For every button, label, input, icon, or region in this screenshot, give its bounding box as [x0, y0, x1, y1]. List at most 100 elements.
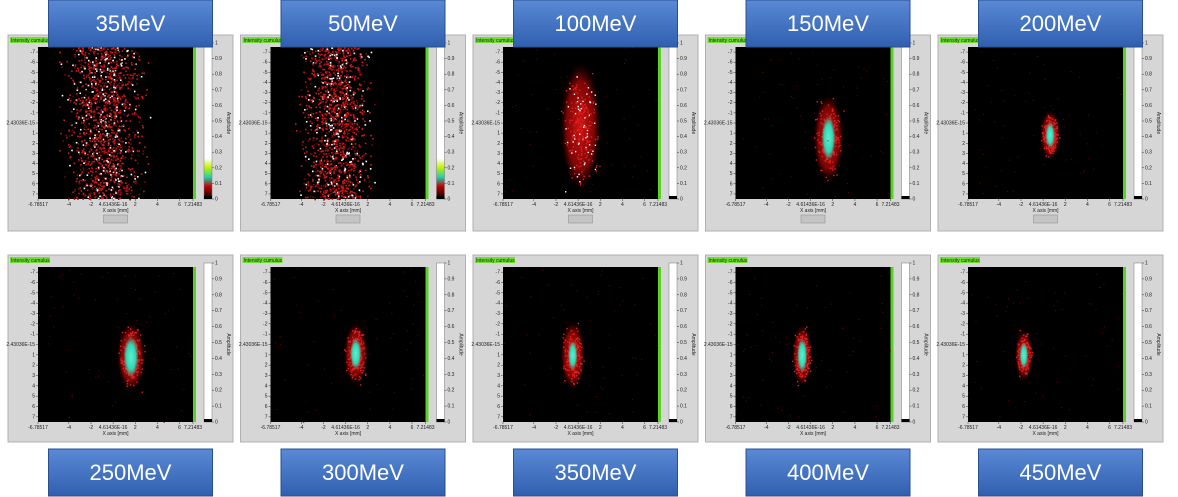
speckle — [361, 365, 362, 366]
speckle — [99, 62, 101, 64]
speckle — [987, 85, 988, 86]
speckle — [587, 136, 588, 137]
speckle — [1058, 99, 1059, 100]
speckle — [123, 106, 125, 108]
speckle — [306, 108, 308, 110]
speckle — [120, 78, 122, 80]
speckle — [117, 101, 119, 103]
speckle — [331, 144, 333, 146]
speckle — [588, 116, 589, 117]
speckle — [576, 338, 577, 339]
speckle — [104, 168, 106, 170]
speckle — [319, 63, 321, 65]
speckle — [118, 190, 120, 192]
speckle — [77, 112, 79, 114]
speckle — [81, 171, 83, 173]
speckle — [111, 189, 113, 191]
speckle — [411, 388, 412, 389]
speckle — [364, 179, 366, 181]
speckle — [85, 62, 87, 64]
colorbar-tick-label: 0.4 — [1145, 134, 1152, 140]
speckle — [189, 353, 190, 354]
speckle — [334, 316, 335, 317]
speckle — [328, 65, 330, 67]
speckle — [107, 68, 109, 70]
speckle — [359, 181, 361, 183]
speckle — [140, 334, 141, 335]
speckle — [344, 75, 346, 77]
speckle — [411, 269, 412, 270]
speckle — [142, 72, 144, 74]
speckle — [346, 153, 348, 155]
speckle — [99, 162, 101, 164]
speckle — [331, 183, 333, 185]
speckle — [834, 123, 835, 124]
colorbar-tick-label: 0.8 — [448, 292, 455, 298]
speckle — [350, 90, 352, 92]
speckle — [360, 111, 362, 113]
speckle — [578, 372, 579, 373]
speckle — [335, 91, 337, 93]
speckle — [111, 123, 113, 125]
speckle — [871, 156, 872, 157]
speckle — [359, 71, 361, 73]
speckle — [584, 125, 585, 126]
speckle — [115, 108, 117, 110]
speckle — [84, 54, 86, 56]
speckle — [1046, 120, 1047, 121]
speckle — [316, 60, 318, 62]
speckle — [91, 87, 93, 89]
speckle — [333, 180, 335, 182]
speckle — [616, 89, 617, 90]
speckle — [71, 395, 72, 396]
speckle — [112, 174, 114, 176]
speckle — [585, 148, 586, 149]
speckle — [344, 167, 346, 169]
speckle — [96, 153, 98, 155]
speckle — [370, 168, 372, 170]
speckle — [135, 289, 136, 290]
speckle — [1030, 72, 1031, 73]
y-tick-label: -3 — [263, 311, 268, 317]
speckle — [343, 185, 345, 187]
x-tick-label: -4 — [67, 202, 72, 208]
speckle — [115, 179, 117, 181]
speckle — [781, 84, 782, 85]
x-tick-label: -2 — [89, 425, 94, 431]
speckle — [105, 135, 107, 137]
speckle — [141, 173, 143, 175]
speckle — [1033, 100, 1034, 101]
speckle — [335, 51, 337, 53]
speckle — [1057, 138, 1058, 139]
speckle — [423, 375, 424, 376]
speckle — [114, 91, 116, 93]
speckle — [311, 165, 313, 167]
speckle — [339, 98, 341, 100]
speckle — [821, 118, 822, 119]
colorbar-tick-label: 1 — [215, 261, 218, 267]
speckle — [98, 95, 100, 97]
speckle — [138, 116, 140, 118]
speckle — [331, 111, 333, 113]
speckle — [820, 162, 821, 163]
speckle — [589, 144, 590, 145]
speckle — [90, 109, 92, 111]
speckle — [592, 73, 593, 74]
speckle — [347, 84, 349, 86]
speckle — [81, 52, 83, 54]
speckle — [352, 123, 354, 125]
speckle — [333, 91, 335, 93]
speckle — [344, 147, 346, 149]
speckle — [85, 105, 87, 107]
speckle — [357, 131, 359, 133]
toolbar — [336, 215, 360, 223]
speckle — [122, 84, 124, 86]
colorbar-tick-label: 0.5 — [913, 119, 920, 125]
speckle — [814, 137, 815, 138]
y-tick-label: 4 — [265, 383, 268, 389]
speckle — [349, 350, 350, 351]
speckle — [94, 125, 96, 127]
speckle — [127, 56, 129, 58]
speckle — [126, 176, 128, 178]
speckle — [123, 67, 125, 69]
